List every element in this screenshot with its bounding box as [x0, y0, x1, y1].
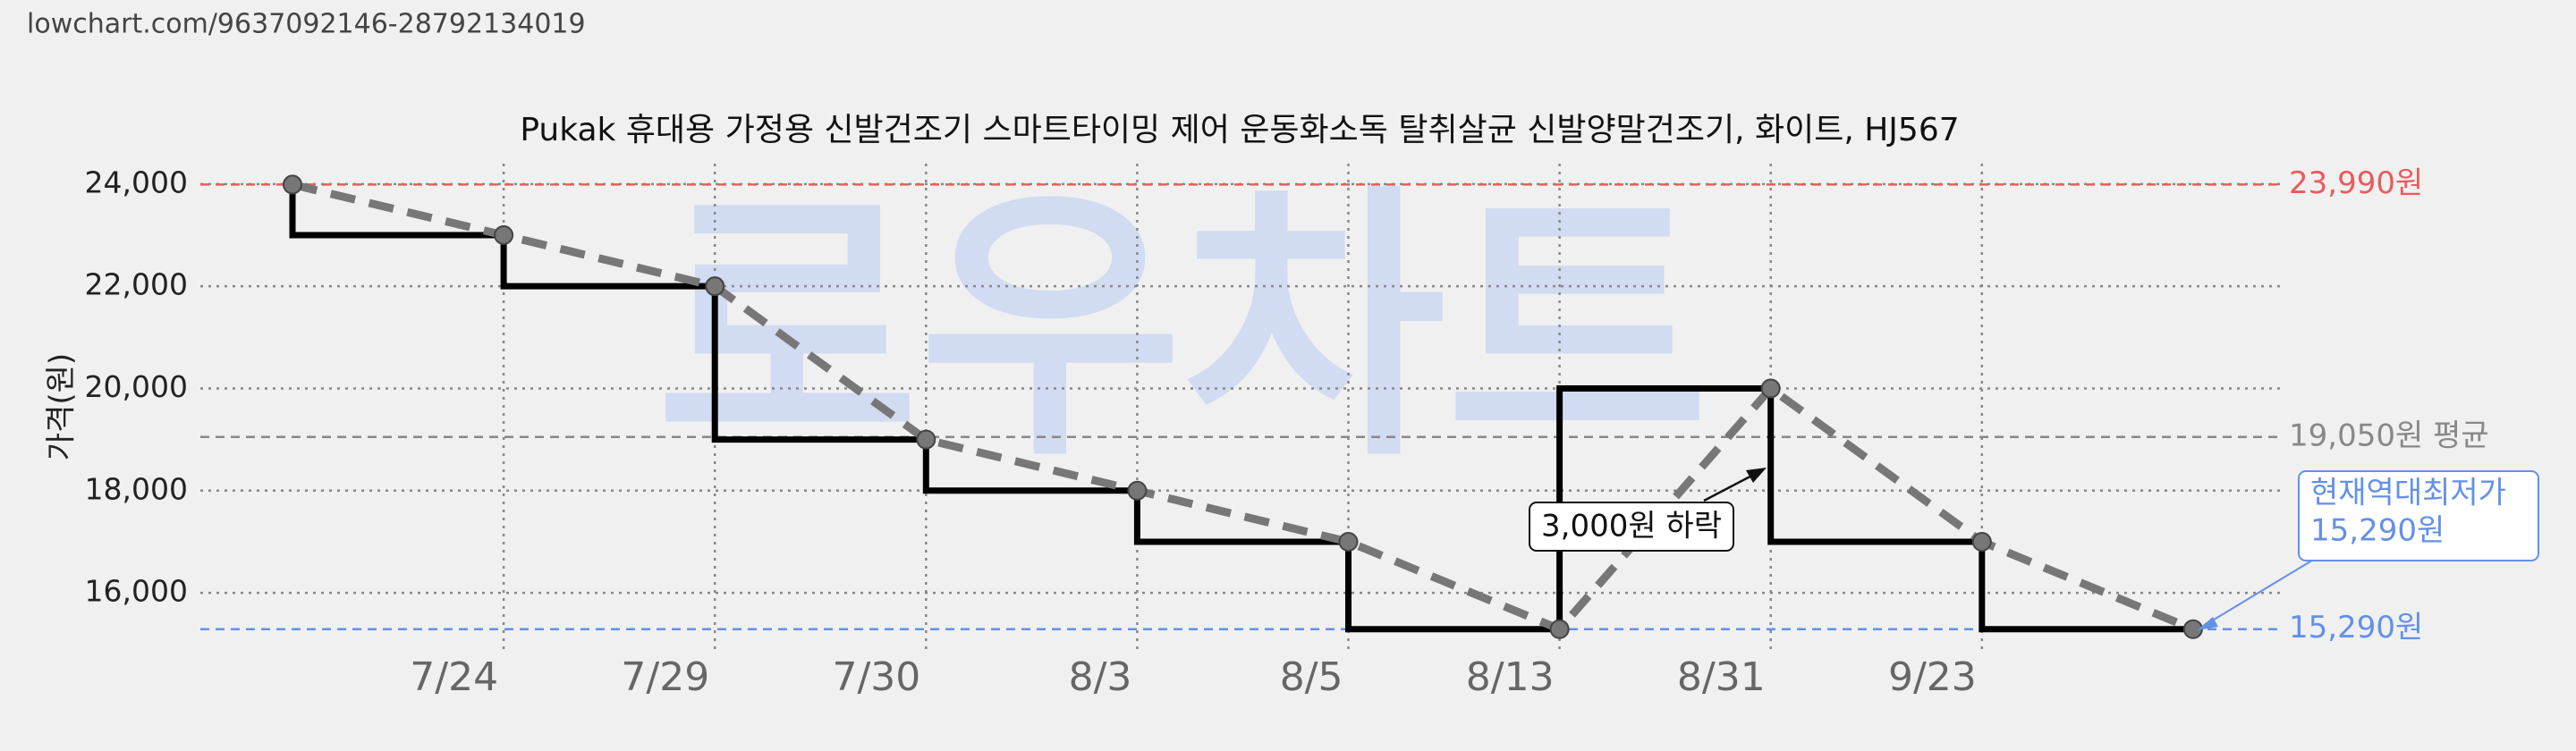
- callout-arrow: [2201, 558, 2316, 628]
- annotation-box: [1529, 502, 1734, 552]
- point: [705, 276, 725, 297]
- point: [494, 225, 514, 246]
- callout-text: 현재역대최저가: [2310, 476, 2506, 511]
- x-tick-label: 8/13: [1466, 654, 1555, 700]
- reference-label: 19,050원 평균: [2289, 418, 2489, 453]
- annotation: 3,000원 하락: [1541, 509, 1722, 544]
- point: [916, 429, 936, 450]
- y-axis-label: 가격(원): [44, 353, 80, 460]
- point: [1760, 378, 1781, 399]
- point: [1127, 480, 1148, 501]
- callout-text: 15,290원: [2310, 513, 2445, 549]
- y-tick-label: 20,000: [85, 369, 188, 404]
- reference-label: 23,990원: [2289, 165, 2423, 201]
- x-tick-label: 8/31: [1677, 654, 1766, 700]
- point: [1549, 619, 1570, 639]
- watermark: 로우차트: [656, 163, 1709, 495]
- point: [283, 174, 302, 195]
- x-tick-label: 9/23: [1888, 654, 1977, 700]
- trend-line: [291, 181, 2195, 635]
- url: lowchart.com/9637092146-28792134019: [27, 9, 586, 40]
- chart-title: Pukak 휴대용 가정용 신발건조기 스마트타이밍 제어 운동화소독 탈취살균…: [520, 112, 1959, 148]
- y-tick-label: 18,000: [85, 471, 188, 506]
- annotation-arrowhead: [1746, 468, 1767, 483]
- point: [1338, 531, 1359, 552]
- y-tick-label: 24,000: [85, 165, 188, 199]
- x-tick-label: 7/29: [621, 654, 709, 700]
- reference-label: 15,290원: [2289, 610, 2423, 646]
- x-tick-label: 7/24: [410, 654, 498, 700]
- x-tick-label: 8/3: [1069, 654, 1132, 700]
- callout-arrowhead: [2197, 617, 2218, 630]
- point: [1971, 531, 1992, 552]
- x-tick-label: 7/30: [832, 654, 920, 700]
- callout-box: [2298, 470, 2539, 561]
- step-line: [289, 184, 2193, 633]
- y-tick-label: 22,000: [85, 267, 188, 302]
- x-tick-label: 8/5: [1280, 654, 1343, 700]
- y-tick-label: 16,000: [85, 574, 188, 609]
